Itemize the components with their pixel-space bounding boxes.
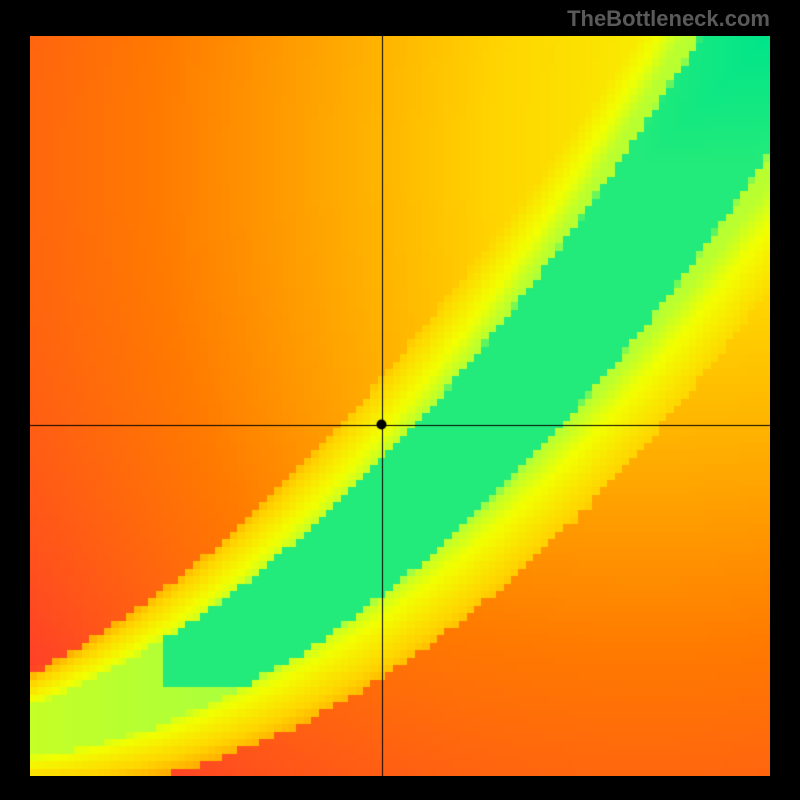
bottleneck-heatmap xyxy=(30,36,770,776)
watermark-text: TheBottleneck.com xyxy=(567,6,770,32)
chart-container: TheBottleneck.com xyxy=(0,0,800,800)
